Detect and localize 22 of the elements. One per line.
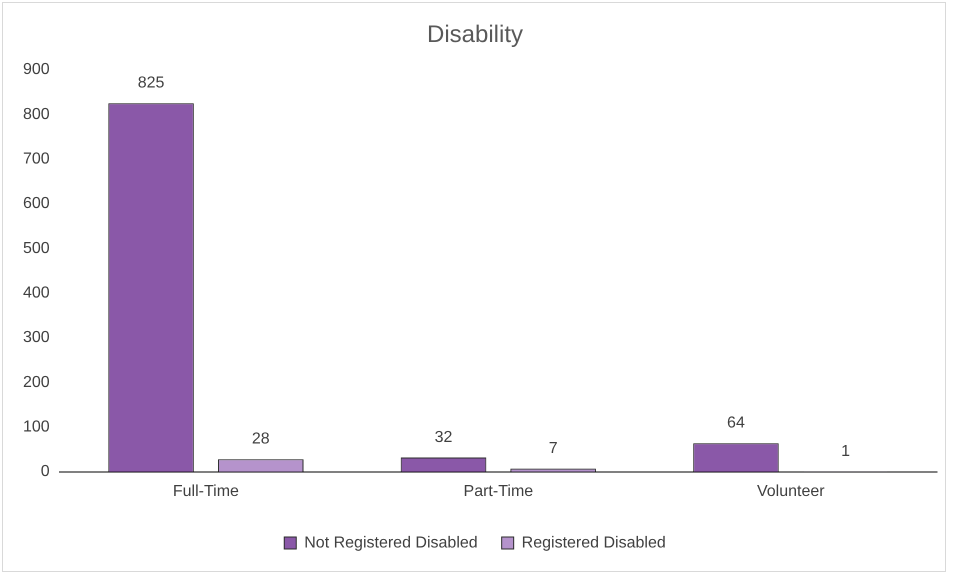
y-tick-label: 100	[22, 418, 50, 436]
y-tick-label: 0	[40, 463, 50, 480]
data-label: 7	[548, 440, 558, 458]
data-label: 825	[138, 74, 165, 92]
data-label: 1	[841, 442, 850, 460]
data-label: 64	[727, 414, 745, 432]
x-tick-label: Full-Time	[172, 482, 240, 500]
y-tick-label: 300	[22, 329, 50, 346]
y-tick-label: 600	[22, 195, 50, 212]
data-label: 28	[252, 430, 270, 448]
x-tick-label: Part-Time	[464, 482, 534, 500]
legend-label: Registered Disabled	[522, 534, 666, 552]
x-tick-label: Volunteer	[756, 482, 826, 500]
y-tick-label: 700	[22, 150, 50, 168]
data-label: 32	[434, 428, 453, 446]
legend-label: Not Registered Disabled	[304, 534, 478, 552]
y-tick-label: 900	[22, 61, 50, 78]
y-tick-label: 800	[22, 106, 50, 123]
y-tick-label: 200	[22, 374, 50, 391]
y-tick-label: 400	[22, 284, 50, 302]
y-tick-label: 500	[22, 240, 50, 257]
chart-title: Disability	[426, 21, 524, 48]
